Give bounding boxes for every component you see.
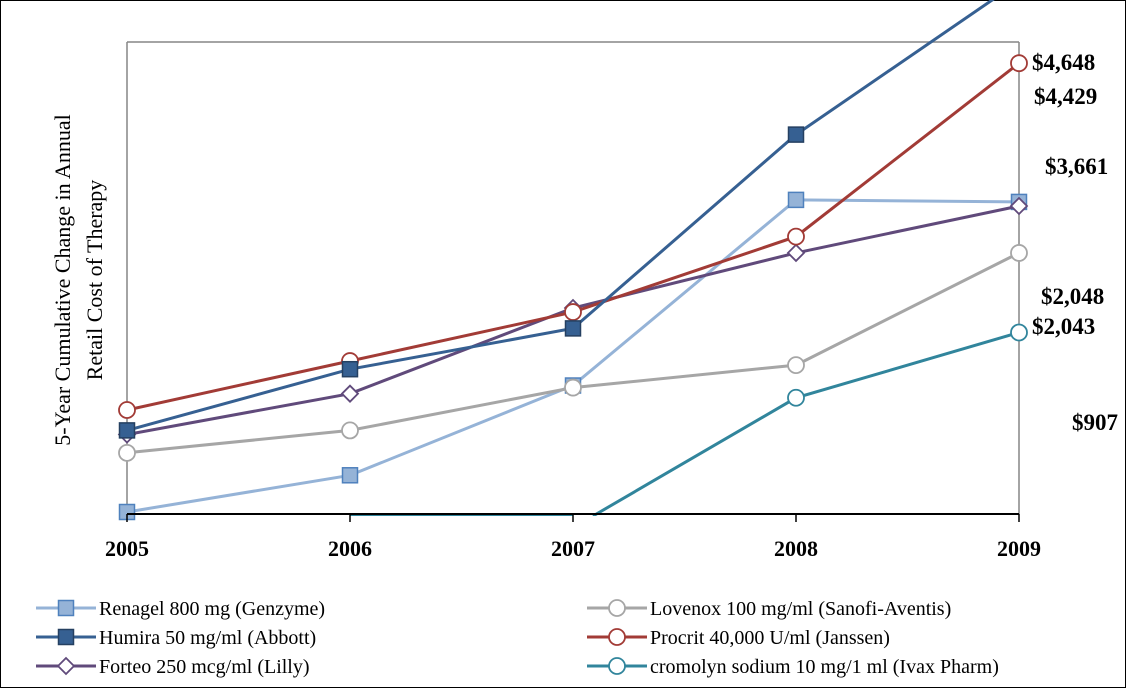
legend-item-renagel-800-mg-genzyme: Renagel 800 mg (Genzyme) — [36, 598, 325, 620]
legend-label: Procrit 40,000 U/ml (Janssen) — [650, 627, 890, 649]
legend: Renagel 800 mg (Genzyme) Lovenox 100 mg/m… — [36, 598, 999, 678]
series-layer — [117, 0, 1029, 521]
data-point — [341, 467, 359, 484]
end-labels: $2,048 $2,043 $4,648 $4,429 $3,661 $907 — [1032, 50, 1118, 435]
legend-label: Renagel 800 mg (Genzyme) — [99, 598, 325, 620]
end-value-label: $2,048 — [1041, 284, 1104, 309]
data-point — [564, 320, 582, 337]
end-value-label: $4,648 — [1032, 50, 1095, 75]
x-axis: 2005 2006 2007 2008 2009 — [105, 514, 1041, 561]
data-point — [787, 356, 805, 375]
legend-label: Forteo 250 mcg/ml (Lilly) — [99, 656, 310, 678]
end-value-label: $3,661 — [1045, 154, 1108, 179]
data-point — [341, 360, 359, 378]
legend-label: Lovenox 100 mg/ml (Sanofi-Aventis) — [650, 598, 951, 620]
data-point — [341, 421, 359, 440]
legend-swatch-marker — [57, 599, 75, 617]
x-tick-label: 2005 — [105, 536, 149, 561]
data-point — [340, 384, 360, 403]
data-point — [1010, 54, 1028, 73]
legend-swatch-marker — [608, 628, 626, 646]
legend-item-lovenox-100-mg-ml-sanofi-aventis: Lovenox 100 mg/ml (Sanofi-Aventis) — [587, 598, 951, 620]
data-point — [786, 243, 806, 263]
data-point — [1009, 196, 1029, 216]
series-lovenox-100-mg-ml-sanofi-aventis — [118, 244, 1028, 462]
data-point — [787, 388, 805, 407]
data-point — [118, 401, 136, 419]
data-point — [787, 227, 805, 246]
end-value-label: $2,043 — [1032, 314, 1095, 339]
data-point — [1010, 244, 1028, 262]
series-cromolyn-sodium-10-mg-1-ml-ivax-pharm — [350, 323, 1028, 516]
x-tick-label: 2009 — [997, 536, 1041, 561]
data-point — [787, 126, 805, 143]
data-point — [564, 378, 582, 397]
x-tick-label: 2007 — [551, 536, 595, 561]
data-point — [787, 191, 805, 209]
x-tick-label: 2008 — [774, 536, 818, 561]
legend-label: cromolyn sodium 10 mg/1 ml (Ivax Pharm) — [650, 656, 999, 678]
legend-item-cromolyn-sodium-10-mg-1-ml-ivax-pharm: cromolyn sodium 10 mg/1 ml (Ivax Pharm) — [587, 656, 999, 678]
legend-item-forteo-250-mcg-ml-lilly: Forteo 250 mcg/ml (Lilly) — [36, 656, 310, 678]
data-point — [118, 422, 136, 439]
data-point — [564, 303, 582, 321]
legend-item-humira-50-mg-ml-abbott: Humira 50 mg/ml (Abbott) — [36, 627, 316, 649]
end-value-label: $907 — [1072, 410, 1118, 435]
y-axis-label: 5-Year Cumulative Change in Annual Retail… — [50, 114, 107, 445]
legend-label: Humira 50 mg/ml (Abbott) — [99, 627, 316, 649]
legend-swatch-marker — [56, 656, 76, 676]
legend-swatch-marker — [57, 628, 75, 646]
series-humira-50-mg-ml-abbott — [118, 0, 995, 439]
legend-swatch-marker — [608, 599, 626, 617]
y-axis-label-line: Retail Cost of Therapy — [82, 180, 107, 381]
legend-item-procrit-40-000-u-ml-janssen: Procrit 40,000 U/ml (Janssen) — [587, 627, 890, 649]
data-point — [118, 443, 136, 462]
end-value-label: $4,429 — [1034, 84, 1097, 109]
legend-swatch-marker — [608, 657, 626, 675]
x-tick-label: 2006 — [328, 536, 372, 561]
data-point — [1010, 323, 1028, 342]
y-axis-label-line: 5-Year Cumulative Change in Annual — [50, 114, 75, 445]
